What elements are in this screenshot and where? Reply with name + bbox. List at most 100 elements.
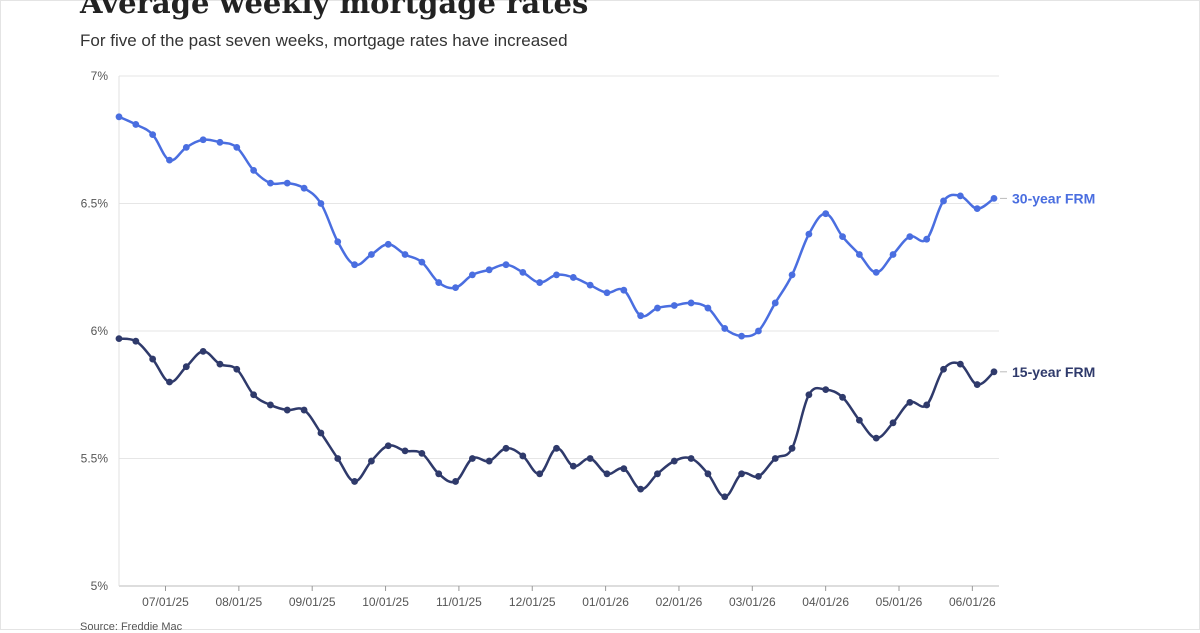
data-point-30-year-frm <box>267 179 274 187</box>
x-tick-label: 11/01/25 <box>436 595 482 609</box>
data-point-15-year-frm <box>855 416 863 424</box>
data-point-30-year-frm <box>182 144 190 151</box>
data-point-30-year-frm <box>721 325 729 332</box>
label-layer: 30-year FRM 15-year FRM <box>1000 190 1095 380</box>
chart-title: Average weekly mortgage rates <box>80 0 589 20</box>
series-label-15-year-frm: 15-year FRM <box>1012 364 1095 380</box>
data-point-30-year-frm <box>485 266 493 274</box>
data-point-30-year-frm <box>300 184 308 192</box>
data-point-30-year-frm <box>233 144 241 151</box>
data-point-15-year-frm <box>418 450 426 457</box>
data-point-15-year-frm <box>822 386 830 394</box>
data-point-15-year-frm <box>569 462 577 470</box>
data-point-30-year-frm <box>586 281 594 289</box>
data-point-30-year-frm <box>351 261 358 269</box>
data-point-15-year-frm <box>721 493 729 501</box>
data-point-30-year-frm <box>990 195 998 202</box>
x-tick-label: 03/01/26 <box>729 595 776 609</box>
data-point-15-year-frm <box>115 335 123 343</box>
data-point-15-year-frm <box>940 365 947 373</box>
data-point-30-year-frm <box>250 166 258 174</box>
data-point-30-year-frm <box>452 284 459 292</box>
data-point-15-year-frm <box>637 485 645 493</box>
y-tick-label: 6.5% <box>81 197 109 211</box>
data-point-15-year-frm <box>553 444 560 452</box>
data-point-30-year-frm <box>620 286 628 294</box>
x-tick-label: 06/01/26 <box>949 595 996 609</box>
data-point-15-year-frm <box>351 478 358 485</box>
data-point-15-year-frm <box>973 381 981 388</box>
data-point-15-year-frm <box>233 365 241 373</box>
data-point-15-year-frm <box>132 337 140 345</box>
x-tick-label: 09/01/25 <box>289 595 336 609</box>
data-point-15-year-frm <box>519 452 527 460</box>
data-point-15-year-frm <box>283 406 291 414</box>
data-point-15-year-frm <box>704 470 712 478</box>
data-point-15-year-frm <box>502 444 510 452</box>
data-point-30-year-frm <box>368 251 375 258</box>
data-point-15-year-frm <box>468 455 476 462</box>
data-point-15-year-frm <box>182 363 190 371</box>
x-tick-label: 01/01/26 <box>582 595 629 609</box>
data-point-30-year-frm <box>216 138 224 146</box>
data-point-15-year-frm <box>334 455 342 462</box>
data-point-30-year-frm <box>670 302 678 309</box>
data-point-15-year-frm <box>687 455 695 462</box>
data-point-15-year-frm <box>452 478 459 485</box>
data-point-30-year-frm <box>502 261 510 269</box>
data-point-30-year-frm <box>956 192 964 200</box>
data-point-30-year-frm <box>889 251 897 258</box>
data-point-15-year-frm <box>654 470 661 478</box>
data-point-30-year-frm <box>569 274 577 281</box>
data-point-15-year-frm <box>384 442 392 450</box>
data-point-15-year-frm <box>872 434 880 442</box>
x-tick-label: 08/01/25 <box>215 595 262 609</box>
data-point-15-year-frm <box>603 470 611 478</box>
data-point-30-year-frm <box>519 268 527 276</box>
axis-layer: 5% 5.5% 6% 6.5% 7% 07/01/25 08/01/25 09/01/25 10… <box>81 69 996 609</box>
data-point-30-year-frm <box>536 279 544 286</box>
data-point-15-year-frm <box>889 419 897 427</box>
data-point-15-year-frm <box>401 447 409 455</box>
data-point-30-year-frm <box>738 332 745 340</box>
x-tick-label: 02/01/26 <box>656 595 703 609</box>
y-tick-label: 5% <box>91 579 109 593</box>
chart-subtitle: For five of the past seven weeks, mortga… <box>80 31 568 50</box>
data-point-30-year-frm <box>317 200 325 207</box>
data-point-30-year-frm <box>822 210 830 218</box>
x-tick-label: 04/01/26 <box>802 595 849 609</box>
grid-layer <box>119 75 999 587</box>
data-point-30-year-frm <box>401 251 409 258</box>
data-point-30-year-frm <box>334 238 342 246</box>
data-point-15-year-frm <box>199 348 207 355</box>
series-line-30-year-frm <box>118 115 995 338</box>
y-tick-label: 5.5% <box>81 452 109 466</box>
y-tick-label: 7% <box>91 69 109 83</box>
data-point-15-year-frm <box>788 444 796 452</box>
data-point-30-year-frm <box>384 240 392 248</box>
data-point-30-year-frm <box>149 131 157 139</box>
data-point-15-year-frm <box>485 457 493 465</box>
data-point-30-year-frm <box>973 205 981 213</box>
x-tick-label: 10/01/25 <box>362 595 409 609</box>
data-point-30-year-frm <box>132 121 140 128</box>
data-point-15-year-frm <box>771 455 779 462</box>
data-point-30-year-frm <box>687 299 695 307</box>
data-point-30-year-frm <box>906 233 914 241</box>
data-point-15-year-frm <box>839 393 846 401</box>
data-point-15-year-frm <box>670 457 678 465</box>
data-point-15-year-frm <box>956 360 964 368</box>
data-point-30-year-frm <box>553 271 560 279</box>
data-point-15-year-frm <box>435 470 443 478</box>
series-label-30-year-frm: 30-year FRM <box>1012 190 1095 206</box>
data-point-15-year-frm <box>990 368 998 376</box>
x-tick-label: 12/01/25 <box>509 595 556 609</box>
data-point-15-year-frm <box>805 391 813 399</box>
data-point-15-year-frm <box>906 399 914 406</box>
data-point-15-year-frm <box>536 470 544 478</box>
data-point-15-year-frm <box>250 391 258 399</box>
data-point-15-year-frm <box>149 355 157 363</box>
data-point-30-year-frm <box>435 279 443 286</box>
x-tick-label: 07/01/25 <box>142 595 189 609</box>
